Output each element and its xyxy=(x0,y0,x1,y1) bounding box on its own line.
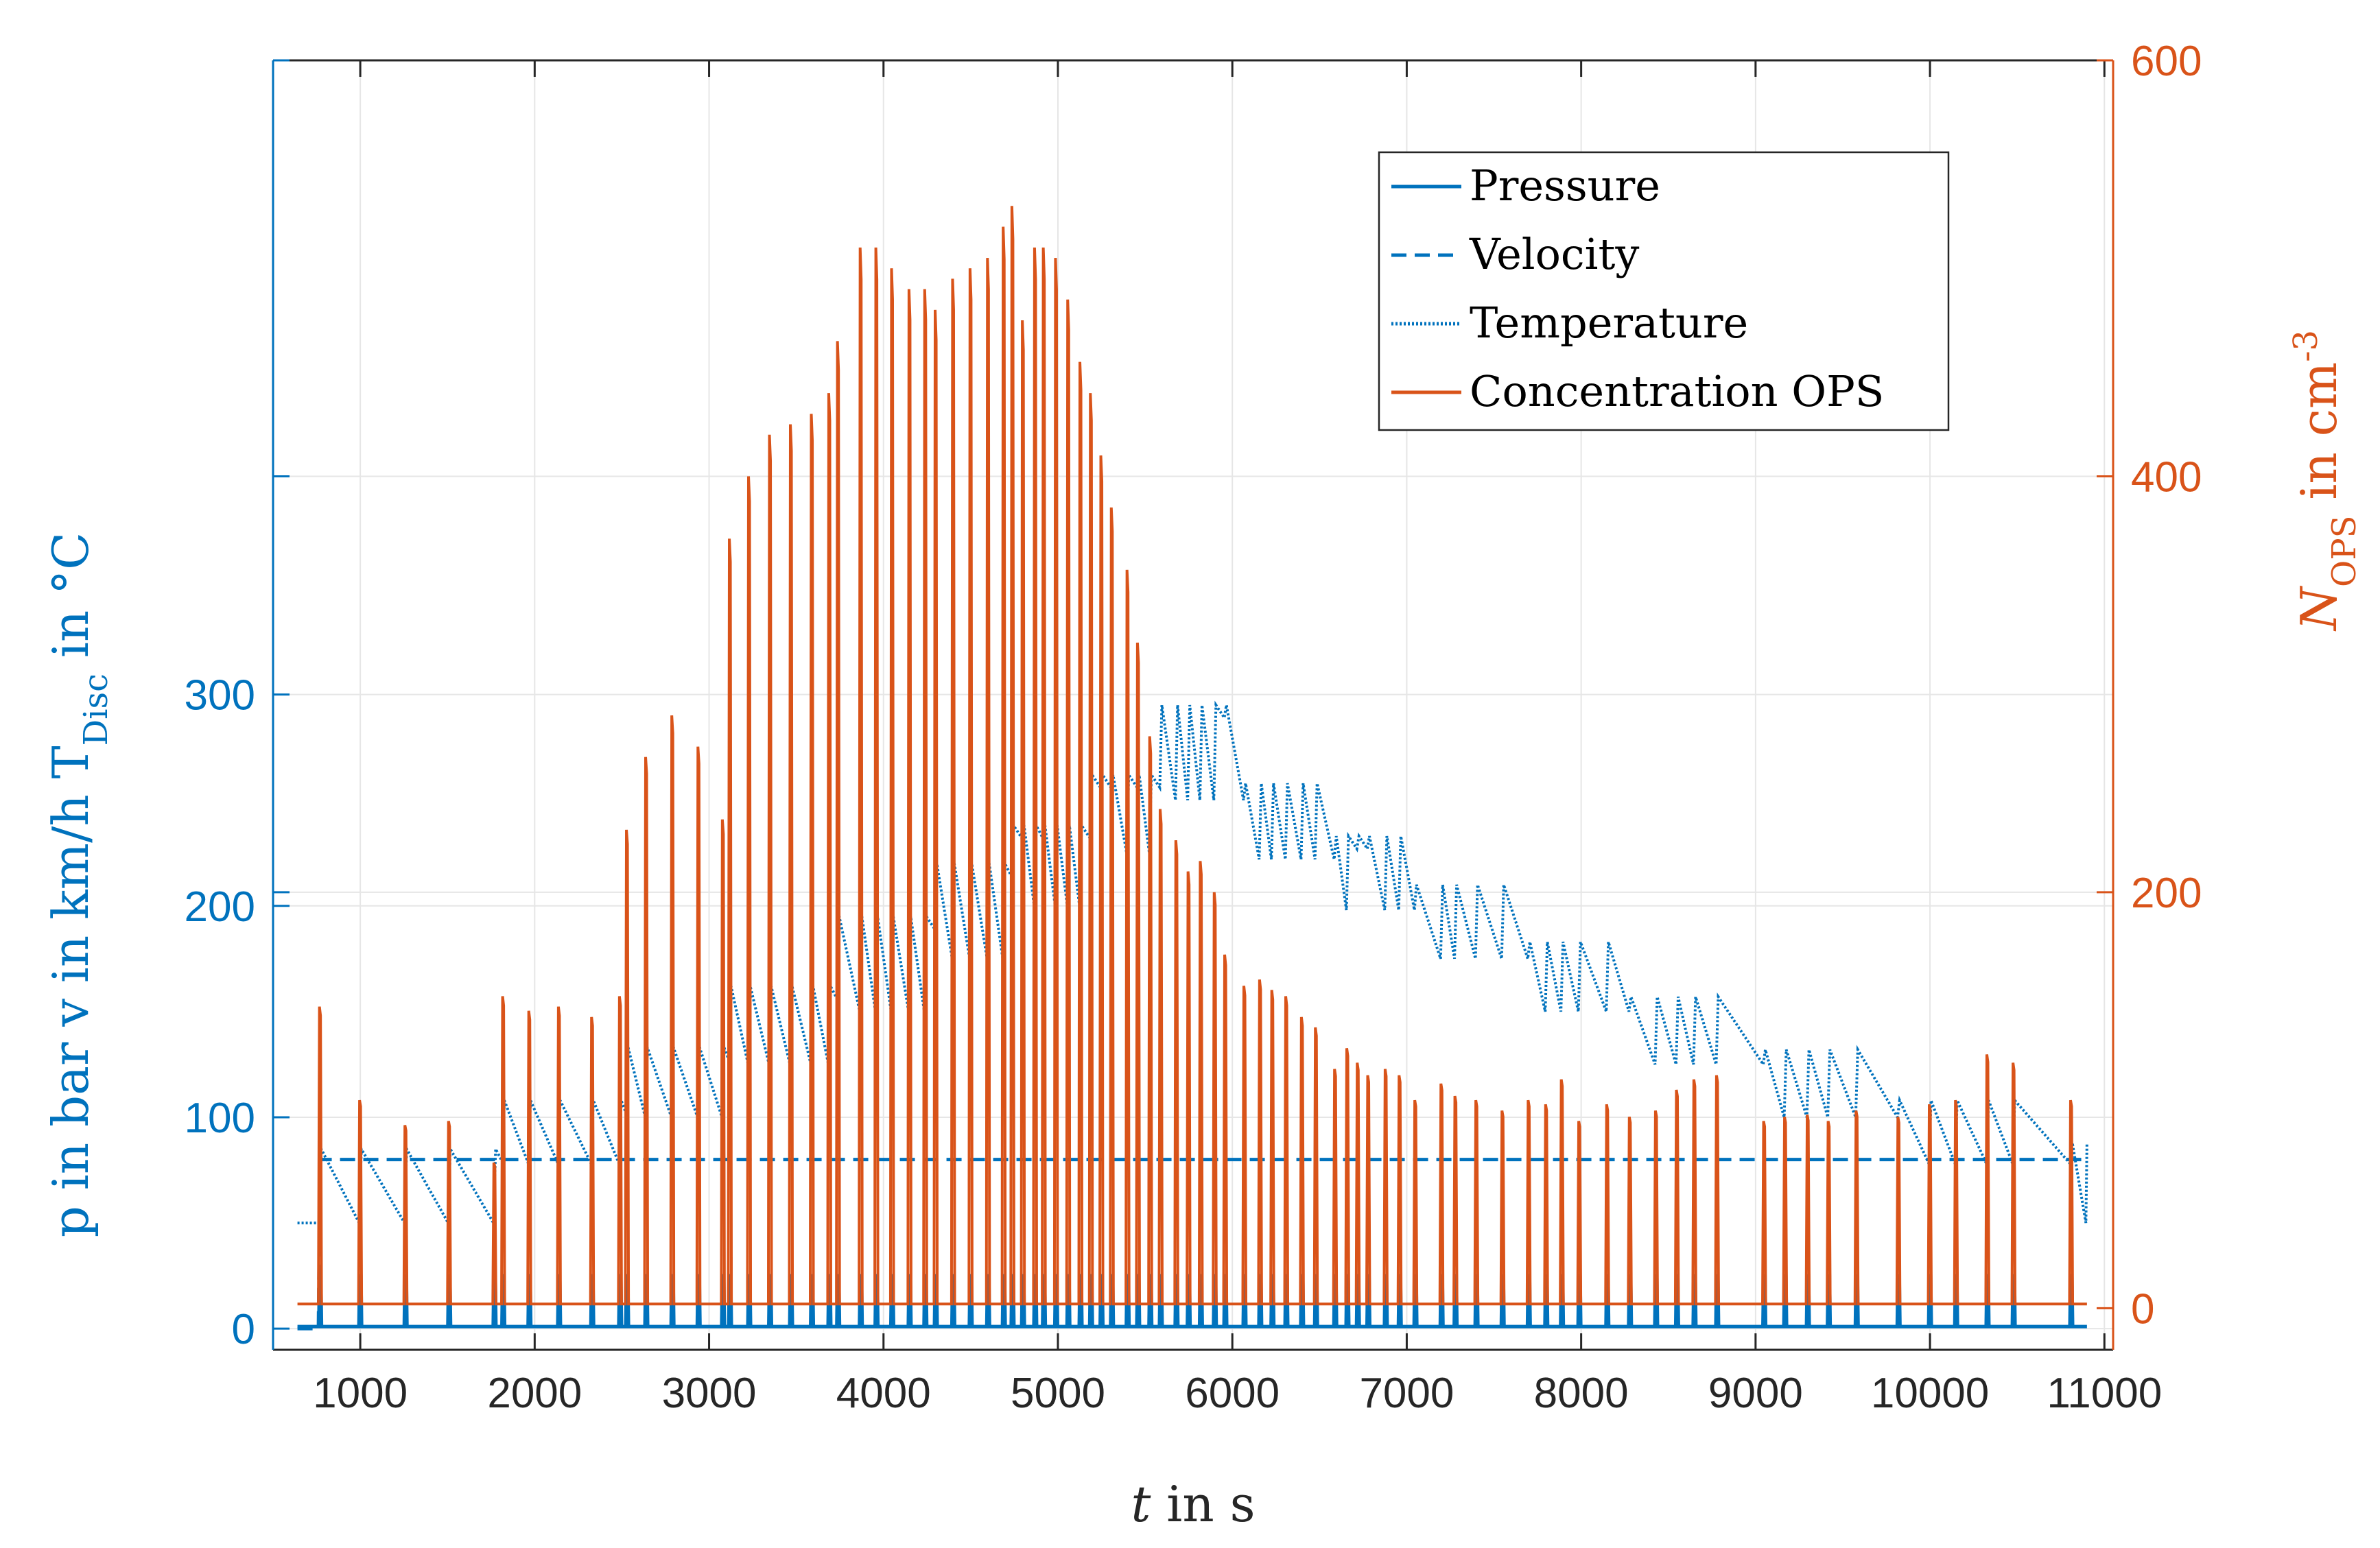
legend-label-concentration-ops: Concentration OPS xyxy=(1470,366,1884,416)
y-left-label-sub: Disc xyxy=(77,674,115,746)
x-tick-label: 5000 xyxy=(1011,1370,1105,1417)
series-layer xyxy=(297,206,2088,1331)
x-tick-label: 1000 xyxy=(313,1370,408,1417)
y-right-label-tail: in cm xyxy=(2290,362,2348,516)
x-tick-label: 8000 xyxy=(1534,1370,1629,1417)
concentration-ops-line xyxy=(297,206,2087,1306)
x-tick-label: 3000 xyxy=(662,1370,757,1417)
legend-label-temperature: Temperature xyxy=(1470,298,1748,348)
y-right-tick-label: 600 xyxy=(2131,38,2202,85)
y-right-label-sub: OPS xyxy=(2325,516,2364,588)
legend-label-pressure: Pressure xyxy=(1470,160,1660,211)
y-right-tick-label: 200 xyxy=(2131,870,2202,917)
x-tick-label: 10000 xyxy=(1871,1370,1989,1417)
x-axis-label: t in s xyxy=(1131,1475,1255,1533)
y-left-label-tail: in °C xyxy=(42,532,99,674)
legend: Pressure Velocity Temperature Concentration… xyxy=(1378,151,1950,431)
x-axis-label-rest: in s xyxy=(1151,1475,1255,1533)
y-right-label-sup: -3 xyxy=(2287,330,2325,362)
y-right-label-main: N xyxy=(2290,585,2348,632)
legend-label-velocity: Velocity xyxy=(1469,229,1639,279)
y-left-tick-label: 0 xyxy=(232,1306,255,1353)
y-left-axis-label: p in bar v in km/h TDisc in °C xyxy=(42,532,115,1238)
x-tick-label: 11000 xyxy=(2047,1370,2162,1417)
y-right-tick-label: 400 xyxy=(2131,453,2202,501)
y-left-label-main: p in bar v in km/h T xyxy=(42,746,99,1237)
y-left-tick-label: 200 xyxy=(185,883,255,931)
y-left-tick-label: 100 xyxy=(185,1095,255,1142)
x-tick-label: 9000 xyxy=(1708,1370,1803,1417)
x-tick-label: 4000 xyxy=(836,1370,931,1417)
y-right-tick-label: 0 xyxy=(2131,1285,2154,1333)
x-tick-label: 7000 xyxy=(1359,1370,1454,1417)
x-tick-label: 2000 xyxy=(487,1370,582,1417)
x-axis-label-var: t xyxy=(1131,1475,1151,1533)
x-tick-label: 6000 xyxy=(1185,1370,1280,1417)
legend-box xyxy=(1378,151,1950,431)
y-left-tick-label: 300 xyxy=(185,672,255,719)
ticks: 1000 2000 3000 4000 5000 6000 7000 8000 9000 1000… xyxy=(185,38,2202,1417)
y-right-axis-label: NOPS in cm-3 xyxy=(2287,330,2364,632)
